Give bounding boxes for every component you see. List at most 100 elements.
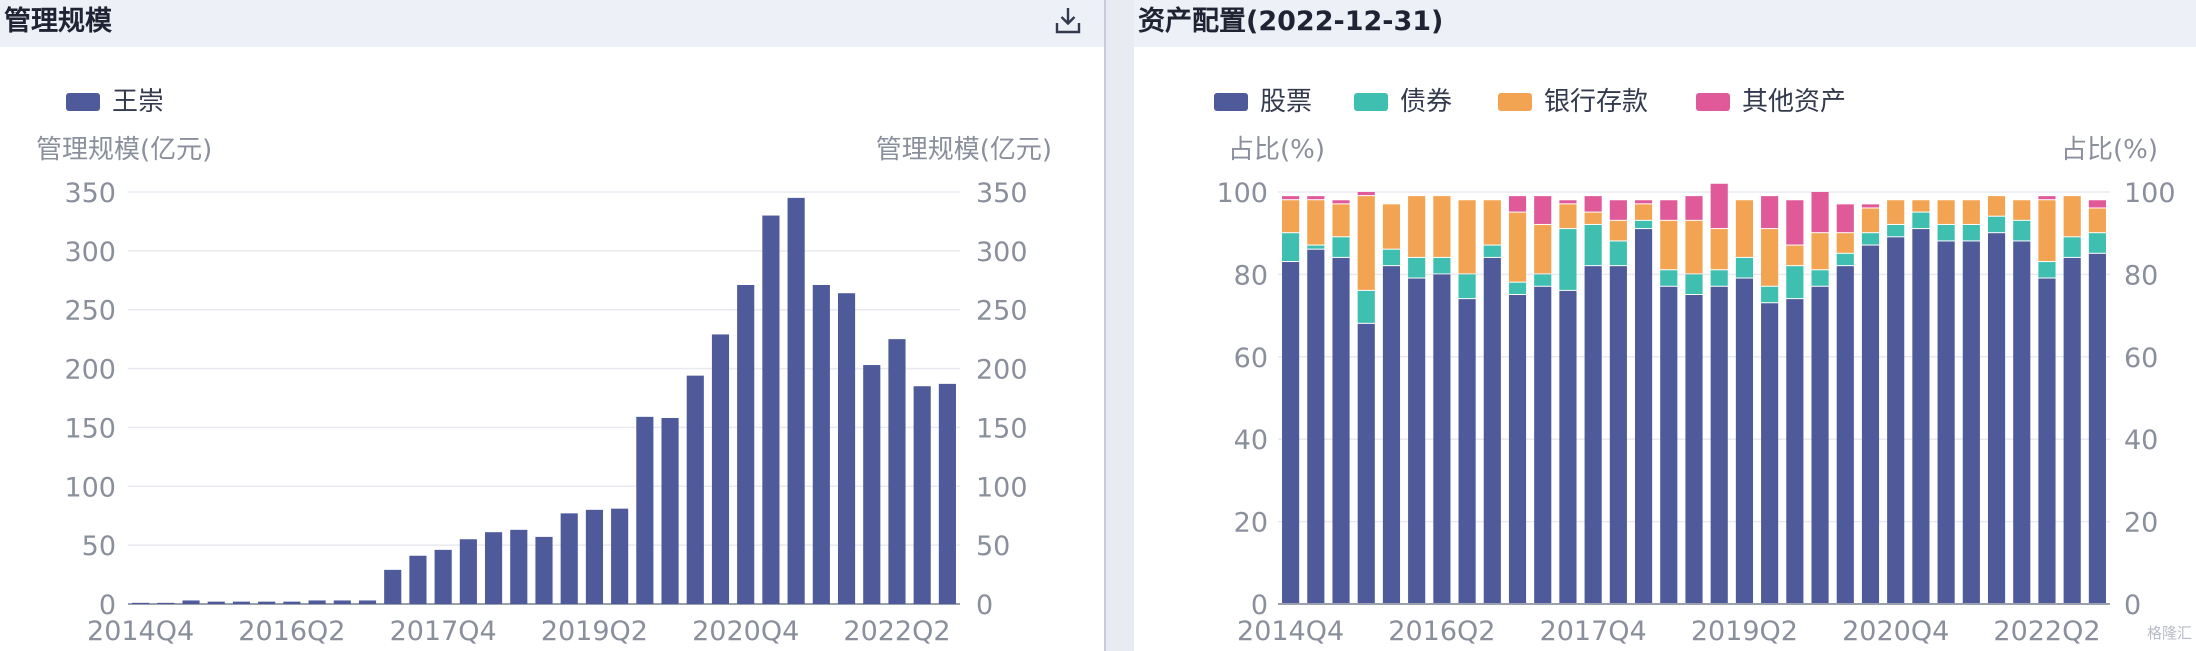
legend-label: 银行存款 [1544, 87, 1648, 117]
stack-segment [1584, 224, 1602, 266]
legend-swatch [1354, 93, 1388, 111]
x-tick-label: 2019Q2 [1691, 616, 1798, 647]
y-tick-right: 40 [2124, 425, 2158, 456]
stack-segment [1710, 229, 1728, 270]
stack-segment [1912, 200, 1930, 212]
bar [762, 215, 780, 605]
y-tick-right: 50 [976, 531, 1010, 562]
bar [157, 602, 175, 604]
stack-segment [1332, 200, 1350, 204]
stack-segment [1307, 196, 1325, 200]
y-tick-left: 60 [1234, 343, 1268, 374]
stack-segment [1660, 286, 1678, 603]
y-tick-right: 0 [976, 590, 993, 621]
stack-segment [1987, 216, 2006, 233]
stack-segment [1786, 266, 1804, 299]
stack-segment [1534, 286, 1552, 603]
y-tick-left: 100 [64, 472, 116, 503]
y-tick-left: 40 [1234, 425, 1268, 456]
x-tick-label: 2020Q4 [692, 616, 799, 647]
stack-segment [1282, 233, 1300, 262]
stack-segment [1559, 290, 1577, 603]
stack-segment [1660, 270, 1678, 286]
bar [737, 284, 755, 604]
stack-segment [2038, 262, 2056, 278]
legend-label: 股票 [1260, 87, 1312, 117]
stack-segment [1408, 257, 1426, 278]
y-tick-right: 250 [976, 296, 1028, 327]
stack-segment [1836, 204, 1854, 233]
download-icon [1055, 8, 1081, 34]
stack-segment [1735, 257, 1753, 278]
y-tick-left: 200 [64, 355, 116, 386]
bar [283, 601, 301, 604]
stack-segment [1660, 220, 1678, 270]
bar [535, 536, 553, 604]
stack-segment [1483, 245, 1501, 257]
stack-segment [1685, 274, 1703, 294]
stack-segment [2038, 278, 2056, 603]
stack-segment [2013, 241, 2031, 603]
y-tick-right: 150 [976, 413, 1028, 444]
download-button[interactable] [1048, 2, 1088, 42]
y-tick-left: 150 [64, 413, 116, 444]
x-tick-label: 2017Q4 [1540, 616, 1647, 647]
stack-segment [1559, 204, 1577, 229]
y-tick-right: 100 [2124, 178, 2176, 209]
x-tick-label: 2014Q4 [87, 616, 194, 647]
stack-segment [1483, 257, 1501, 603]
stack-segment [1433, 257, 1451, 274]
stack-segment [1937, 200, 1955, 224]
bar [661, 418, 679, 604]
y-tick-right: 350 [976, 178, 1028, 209]
stack-segment [1382, 249, 1401, 266]
stack-segment [1534, 196, 1552, 224]
asset-allocation-panel-title: 资产配置(2022-12-31) [1138, 6, 1444, 37]
stack-segment [1861, 208, 1880, 233]
stack-segment [1761, 196, 1779, 229]
stack-segment [1710, 183, 1728, 229]
stack-segment [1382, 266, 1401, 603]
stack-segment [1811, 270, 1829, 286]
stack-segment [1861, 245, 1880, 603]
x-tick-label: 2016Q2 [238, 616, 345, 647]
bar [384, 569, 402, 604]
stack-segment [1685, 196, 1703, 220]
bar [787, 197, 805, 604]
bar [913, 386, 931, 604]
stack-segment [2088, 253, 2106, 604]
stack-segment [2063, 237, 2081, 257]
legend-swatch [1696, 93, 1730, 111]
legend-label: 其他资产 [1742, 87, 1846, 117]
x-tick-label: 2022Q2 [1993, 616, 2100, 647]
stack-segment [1307, 200, 1325, 245]
y-axis-title-left: 占比(%) [1228, 135, 1325, 165]
y-tick-left: 350 [64, 178, 116, 209]
y-tick-left: 300 [64, 237, 116, 268]
stack-segment [1987, 196, 2006, 216]
stack-segment [1483, 200, 1501, 245]
stack-segment [1987, 233, 2006, 603]
legend-swatch-wangchong [66, 93, 100, 111]
stack-segment [2063, 257, 2081, 603]
bar [711, 334, 730, 604]
bar [611, 508, 629, 604]
stack-segment [1332, 237, 1350, 257]
stack-segment [1761, 229, 1779, 286]
stack-segment [1433, 196, 1451, 257]
panel-divider [1104, 0, 1134, 651]
stack-segment [2088, 233, 2106, 253]
aum-panel-title: 管理规模 [4, 6, 112, 37]
stack-segment [1609, 241, 1627, 266]
stack-segment [1962, 241, 1980, 603]
stack-segment [1357, 192, 1375, 196]
stack-segment [1887, 237, 1905, 603]
stack-segment [1735, 278, 1753, 603]
stack-segment [1408, 278, 1426, 603]
y-axis-title-right: 占比(%) [2061, 135, 2158, 165]
stack-segment [1584, 196, 1602, 212]
stack-segment [1609, 200, 1627, 220]
stack-segment [1635, 220, 1653, 229]
asset-allocation-panel: 资产配置(2022-12-31) 股票 债券 银行存款 其他资产 占比(%) 占比(%) 0… [1134, 0, 2196, 651]
